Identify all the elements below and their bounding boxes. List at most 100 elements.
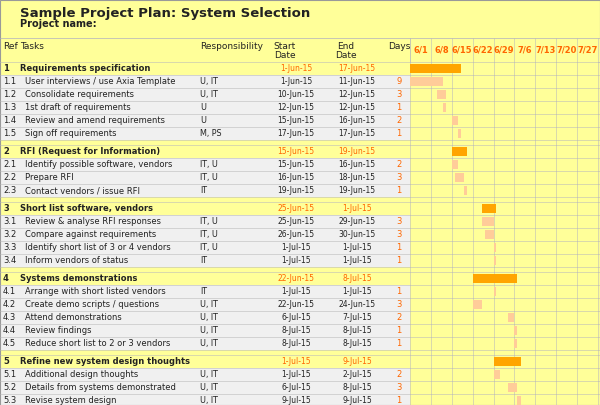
Bar — [452, 116, 458, 125]
Text: 30-Jun-15: 30-Jun-15 — [338, 230, 376, 239]
Text: 3: 3 — [397, 217, 401, 226]
Bar — [0, 62, 410, 75]
Text: IT: IT — [200, 256, 207, 265]
Text: 8-Jul-15: 8-Jul-15 — [342, 274, 372, 283]
Text: 6-Jul-15: 6-Jul-15 — [281, 383, 311, 392]
Text: 8-Jul-15: 8-Jul-15 — [342, 339, 372, 348]
Text: Sample Project Plan: System Selection: Sample Project Plan: System Selection — [20, 8, 310, 21]
Text: Ref: Ref — [3, 42, 18, 51]
Text: IT, U: IT, U — [200, 230, 218, 239]
Text: 2-Jul-15: 2-Jul-15 — [342, 370, 372, 379]
Bar — [410, 88, 598, 101]
Bar — [514, 339, 517, 348]
Bar — [458, 129, 461, 138]
Text: 5.2: 5.2 — [3, 383, 16, 392]
Bar — [410, 75, 598, 88]
Text: Review findings: Review findings — [25, 326, 91, 335]
Text: Responsibility: Responsibility — [200, 42, 263, 51]
Bar — [410, 215, 598, 228]
Bar — [0, 228, 410, 241]
Text: 2.1: 2.1 — [3, 160, 16, 169]
Text: 1: 1 — [397, 103, 401, 112]
Text: 9-Jul-15: 9-Jul-15 — [342, 396, 372, 405]
Bar — [0, 215, 410, 228]
Text: 3: 3 — [397, 300, 401, 309]
Text: Date: Date — [335, 51, 357, 60]
Text: Inform vendors of status: Inform vendors of status — [25, 256, 128, 265]
Bar — [514, 326, 517, 335]
Bar — [410, 272, 598, 285]
Text: 1.2: 1.2 — [3, 90, 16, 99]
Bar — [464, 186, 467, 195]
Bar — [410, 171, 598, 184]
Text: 4.5: 4.5 — [3, 339, 16, 348]
Bar — [0, 114, 410, 127]
Bar — [494, 357, 521, 366]
Bar — [0, 158, 410, 171]
Bar — [452, 160, 458, 169]
Text: U: U — [200, 103, 206, 112]
Bar — [494, 243, 496, 252]
Text: 7/13: 7/13 — [536, 45, 556, 55]
Bar — [0, 202, 410, 215]
Text: 3: 3 — [397, 383, 401, 392]
Bar — [410, 202, 598, 215]
Bar — [0, 184, 410, 197]
Text: 3: 3 — [397, 90, 401, 99]
Text: Additional design thoughts: Additional design thoughts — [25, 370, 138, 379]
Bar — [0, 75, 410, 88]
Text: 15-Jun-15: 15-Jun-15 — [277, 147, 314, 156]
Bar — [0, 241, 410, 254]
Text: 8-Jul-15: 8-Jul-15 — [281, 339, 311, 348]
Bar — [0, 254, 410, 267]
Bar — [494, 256, 496, 265]
Text: Details from systems demonstrated: Details from systems demonstrated — [25, 383, 176, 392]
Text: 7/6: 7/6 — [518, 45, 532, 55]
Text: 1-Jul-15: 1-Jul-15 — [342, 287, 372, 296]
Text: 2: 2 — [397, 116, 401, 125]
Text: End: End — [337, 42, 355, 51]
Bar — [0, 272, 410, 285]
Text: 3: 3 — [3, 204, 9, 213]
Bar — [410, 337, 598, 350]
Text: 19-Jun-15: 19-Jun-15 — [338, 147, 376, 156]
Bar — [0, 38, 600, 62]
Bar — [508, 313, 514, 322]
Text: 1-Jun-15: 1-Jun-15 — [280, 77, 312, 86]
Text: 1.1: 1.1 — [3, 77, 16, 86]
Bar — [0, 350, 600, 355]
Text: 11-Jun-15: 11-Jun-15 — [338, 77, 376, 86]
Text: 6/1: 6/1 — [413, 45, 428, 55]
Text: Compare against requirements: Compare against requirements — [25, 230, 156, 239]
Text: 17-Jun-15: 17-Jun-15 — [277, 129, 314, 138]
Text: RFI (Request for Information): RFI (Request for Information) — [20, 147, 160, 156]
Text: 1-Jul-15: 1-Jul-15 — [342, 243, 372, 252]
Bar — [410, 145, 598, 158]
Text: 3: 3 — [397, 230, 401, 239]
Text: 8-Jul-15: 8-Jul-15 — [342, 326, 372, 335]
Bar — [410, 298, 598, 311]
Text: Refine new system design thoughts: Refine new system design thoughts — [20, 357, 190, 366]
Text: IT: IT — [200, 186, 207, 195]
Bar — [482, 217, 494, 226]
Text: 12-Jun-15: 12-Jun-15 — [277, 103, 314, 112]
Bar — [0, 197, 600, 202]
Bar — [494, 370, 500, 379]
Text: 3.1: 3.1 — [3, 217, 16, 226]
Text: U, IT: U, IT — [200, 339, 218, 348]
Text: 25-Jun-15: 25-Jun-15 — [277, 204, 314, 213]
Bar — [410, 77, 443, 86]
Text: User interviews / use Axia Template: User interviews / use Axia Template — [25, 77, 176, 86]
Bar — [410, 394, 598, 405]
Text: 3: 3 — [397, 173, 401, 182]
Text: Systems demonstrations: Systems demonstrations — [20, 274, 137, 283]
Text: 16-Jun-15: 16-Jun-15 — [277, 173, 314, 182]
Text: 3.3: 3.3 — [3, 243, 16, 252]
Text: U, IT: U, IT — [200, 370, 218, 379]
Text: 5: 5 — [3, 357, 9, 366]
Text: U: U — [200, 116, 206, 125]
Text: Revise system design: Revise system design — [25, 396, 116, 405]
Text: 1.4: 1.4 — [3, 116, 16, 125]
Text: IT, U: IT, U — [200, 217, 218, 226]
Bar — [410, 228, 598, 241]
